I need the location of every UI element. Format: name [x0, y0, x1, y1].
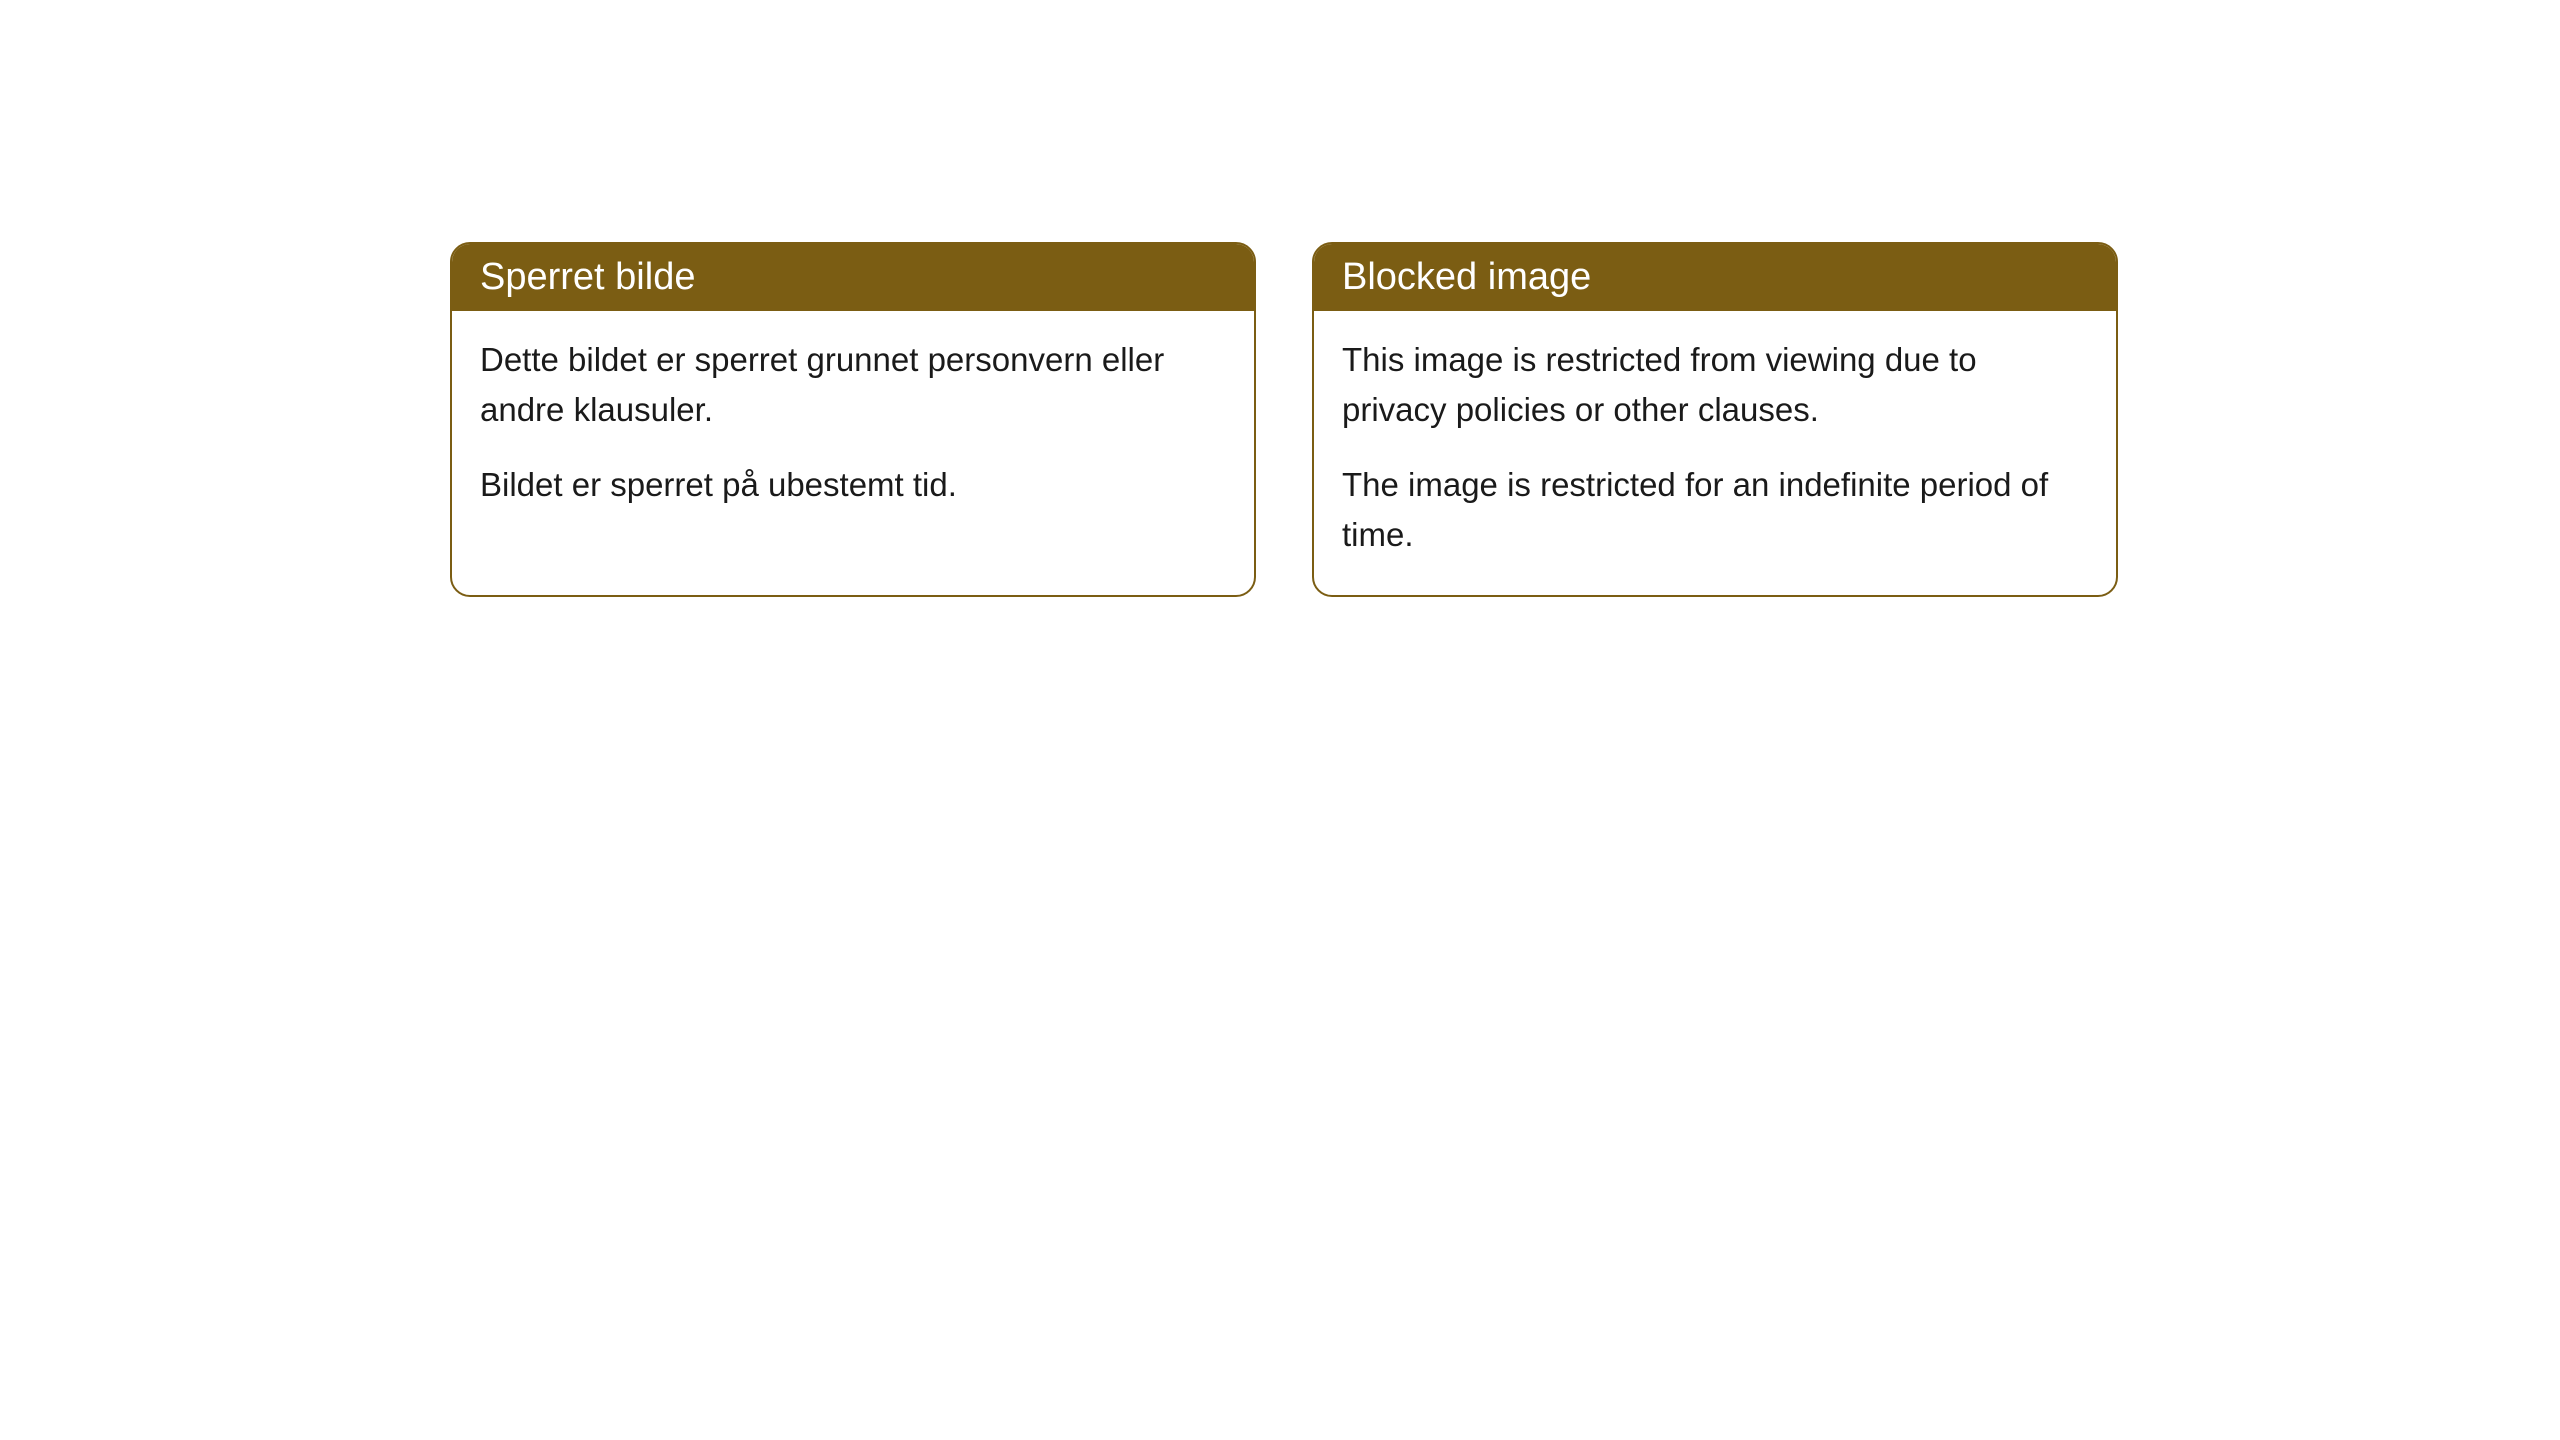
card-header: Sperret bilde — [452, 244, 1254, 311]
card-body: Dette bildet er sperret grunnet personve… — [452, 311, 1254, 546]
card-body: This image is restricted from viewing du… — [1314, 311, 2116, 595]
card-title: Blocked image — [1342, 256, 1591, 298]
card-title: Sperret bilde — [480, 256, 695, 298]
card-paragraph-1: This image is restricted from viewing du… — [1342, 335, 2088, 434]
card-norwegian: Sperret bilde Dette bildet er sperret gr… — [450, 242, 1256, 597]
card-paragraph-2: Bildet er sperret på ubestemt tid. — [480, 460, 1226, 510]
card-paragraph-2: The image is restricted for an indefinit… — [1342, 460, 2088, 559]
card-english: Blocked image This image is restricted f… — [1312, 242, 2118, 597]
cards-container: Sperret bilde Dette bildet er sperret gr… — [450, 242, 2118, 597]
card-header: Blocked image — [1314, 244, 2116, 311]
card-paragraph-1: Dette bildet er sperret grunnet personve… — [480, 335, 1226, 434]
